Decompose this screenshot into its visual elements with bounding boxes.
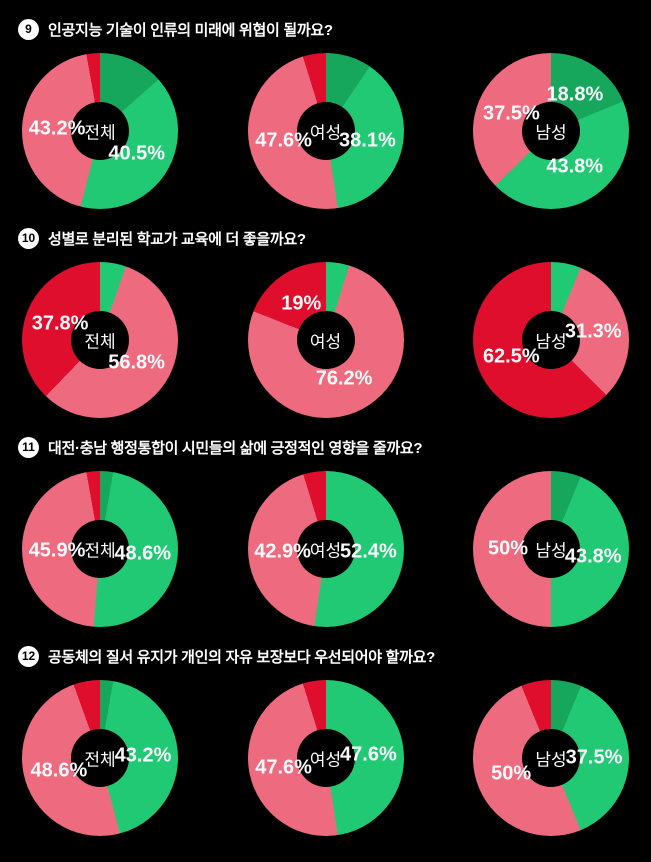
donut-chart-남성: 남성 18.8% 43.8% 37.5% — [473, 53, 629, 209]
donut-chart-남성: 남성 37.5% 50% — [473, 680, 629, 836]
question-title: 공동체의 질서 유지가 개인의 자유 보장보다 우선되어야 할까요? — [48, 648, 435, 666]
question-number-badge: 9 — [18, 18, 39, 40]
donut-chart-여성: 여성 76.2% 19% — [247, 262, 404, 418]
donut-group-label: 남성 — [535, 332, 567, 352]
donut-hole — [296, 311, 355, 369]
donut-group-label: 전체 — [84, 123, 116, 143]
donut-chart-남성: 남성 43.8% 50% — [473, 471, 629, 627]
question-number-badge: 10 — [18, 227, 39, 249]
donut-percent-label: 52.4% — [340, 540, 397, 563]
question-title: 성별로 분리된 학교가 교육에 더 좋을까요? — [48, 230, 306, 248]
donut-hole — [71, 520, 129, 578]
donut-group-label: 전체 — [84, 332, 116, 352]
question-title: 대전·충남 행정통합이 시민들의 삶에 긍정적인 영향을 줄까요? — [48, 439, 423, 457]
donut-chart-row: 전체 43.2% 48.6% 여성 47.6% 47.6% 남성 37.5% 50% — [0, 667, 651, 836]
donut-group-label: 여성 — [309, 332, 342, 352]
question-number-badge: 12 — [18, 645, 39, 667]
donut-chart-전체: 전체 48.6% 45.9% — [22, 471, 178, 627]
donut-percent-label: 45.9% — [28, 539, 86, 562]
donut-group-label: 남성 — [535, 123, 567, 143]
donut-chart-여성: 여성 38.1% 47.6% — [247, 53, 404, 209]
donut-hole — [296, 729, 355, 787]
donut-group-label: 여성 — [309, 541, 342, 561]
question-header: 9 인공지능 기술이 인류의 미래에 위협이 될까요? — [0, 18, 651, 40]
donut-group-label: 여성 — [309, 123, 342, 143]
donut-percent-label: 48.6% — [30, 759, 88, 782]
donut-percent-label: 47.6% — [255, 129, 312, 152]
donut-percent-label: 42.9% — [254, 540, 311, 563]
donut-percent-label: 31.3% — [564, 320, 622, 342]
donut-chart-여성: 여성 47.6% 47.6% — [247, 680, 404, 836]
question-header: 12 공동체의 질서 유지가 개인의 자유 보장보다 우선되어야 할까요? — [0, 645, 651, 667]
donut-hole — [296, 102, 355, 160]
donut-percent-label: 37.8% — [31, 312, 89, 335]
donut-percent-label: 56.8% — [108, 351, 165, 374]
donut-hole — [71, 311, 129, 369]
donut-percent-label: 18.8% — [546, 83, 604, 106]
donut-chart-전체: 전체 56.8% 37.8% — [22, 262, 178, 418]
donut-percent-label: 38.1% — [339, 129, 396, 151]
question-section-9: 9 인공지능 기술이 인류의 미래에 위협이 될까요? 전체 40.5% 43.2% 여성… — [0, 0, 651, 209]
donut-group-label: 남성 — [535, 541, 567, 561]
donut-chart-여성: 여성 52.4% 42.9% — [247, 471, 404, 627]
donut-hole — [522, 520, 580, 578]
donut-hole — [71, 729, 129, 787]
donut-percent-label: 48.6% — [114, 542, 172, 565]
donut-percent-label: 37.5% — [483, 102, 540, 125]
donut-percent-label: 43.8% — [564, 545, 622, 568]
donut-group-label: 여성 — [309, 750, 342, 770]
question-section-10: 10 성별로 분리된 학교가 교육에 더 좋을까요? 전체 56.8% 37.8% 여성 7… — [0, 209, 651, 418]
donut-percent-label: 76.2% — [315, 367, 373, 390]
poll-results-page: 9 인공지능 기술이 인류의 미래에 위협이 될까요? 전체 40.5% 43.2% 여성… — [0, 0, 651, 836]
donut-percent-label: 40.5% — [108, 142, 166, 164]
donut-chart-row: 전체 48.6% 45.9% 여성 52.4% 42.9% 남성 43.8% 50% — [0, 458, 651, 627]
donut-percent-label: 43.2% — [114, 744, 172, 767]
donut-hole — [522, 729, 580, 787]
donut-percent-label: 50% — [487, 537, 529, 560]
question-section-11: 11 대전·충남 행정통합이 시민들의 삶에 긍정적인 영향을 줄까요? 전체 48.… — [0, 418, 651, 627]
donut-chart-row: 전체 40.5% 43.2% 여성 38.1% 47.6% 남성 18.8% 43.8% 37.5… — [0, 40, 651, 209]
donut-percent-label: 47.6% — [255, 756, 312, 779]
donut-group-label: 전체 — [84, 750, 116, 770]
donut-hole — [296, 520, 355, 578]
question-title: 인공지능 기술이 인류의 미래에 위협이 될까요? — [48, 21, 333, 39]
question-number-badge: 11 — [18, 436, 39, 458]
donut-hole — [522, 311, 580, 369]
donut-percent-label: 62.5% — [482, 345, 540, 367]
donut-hole — [71, 102, 129, 160]
donut-percent-label: 19% — [281, 292, 322, 315]
donut-chart-남성: 남성 31.3% 62.5% — [473, 262, 629, 418]
donut-percent-label: 37.5% — [565, 746, 623, 769]
donut-percent-label: 43.8% — [546, 155, 604, 178]
donut-group-label: 전체 — [84, 541, 116, 561]
donut-percent-label: 47.6% — [340, 743, 397, 766]
donut-chart-전체: 전체 43.2% 48.6% — [22, 680, 178, 836]
donut-percent-label: 43.2% — [28, 117, 86, 140]
donut-chart-전체: 전체 40.5% 43.2% — [22, 53, 178, 209]
question-section-12: 12 공동체의 질서 유지가 개인의 자유 보장보다 우선되어야 할까요? 전체 43… — [0, 627, 651, 836]
donut-hole — [522, 102, 580, 160]
donut-percent-label: 50% — [491, 762, 532, 785]
donut-group-label: 남성 — [535, 750, 567, 770]
question-header: 10 성별로 분리된 학교가 교육에 더 좋을까요? — [0, 227, 651, 249]
donut-chart-row: 전체 56.8% 37.8% 여성 76.2% 19% 남성 31.3% 62.5% — [0, 249, 651, 418]
question-header: 11 대전·충남 행정통합이 시민들의 삶에 긍정적인 영향을 줄까요? — [0, 436, 651, 458]
